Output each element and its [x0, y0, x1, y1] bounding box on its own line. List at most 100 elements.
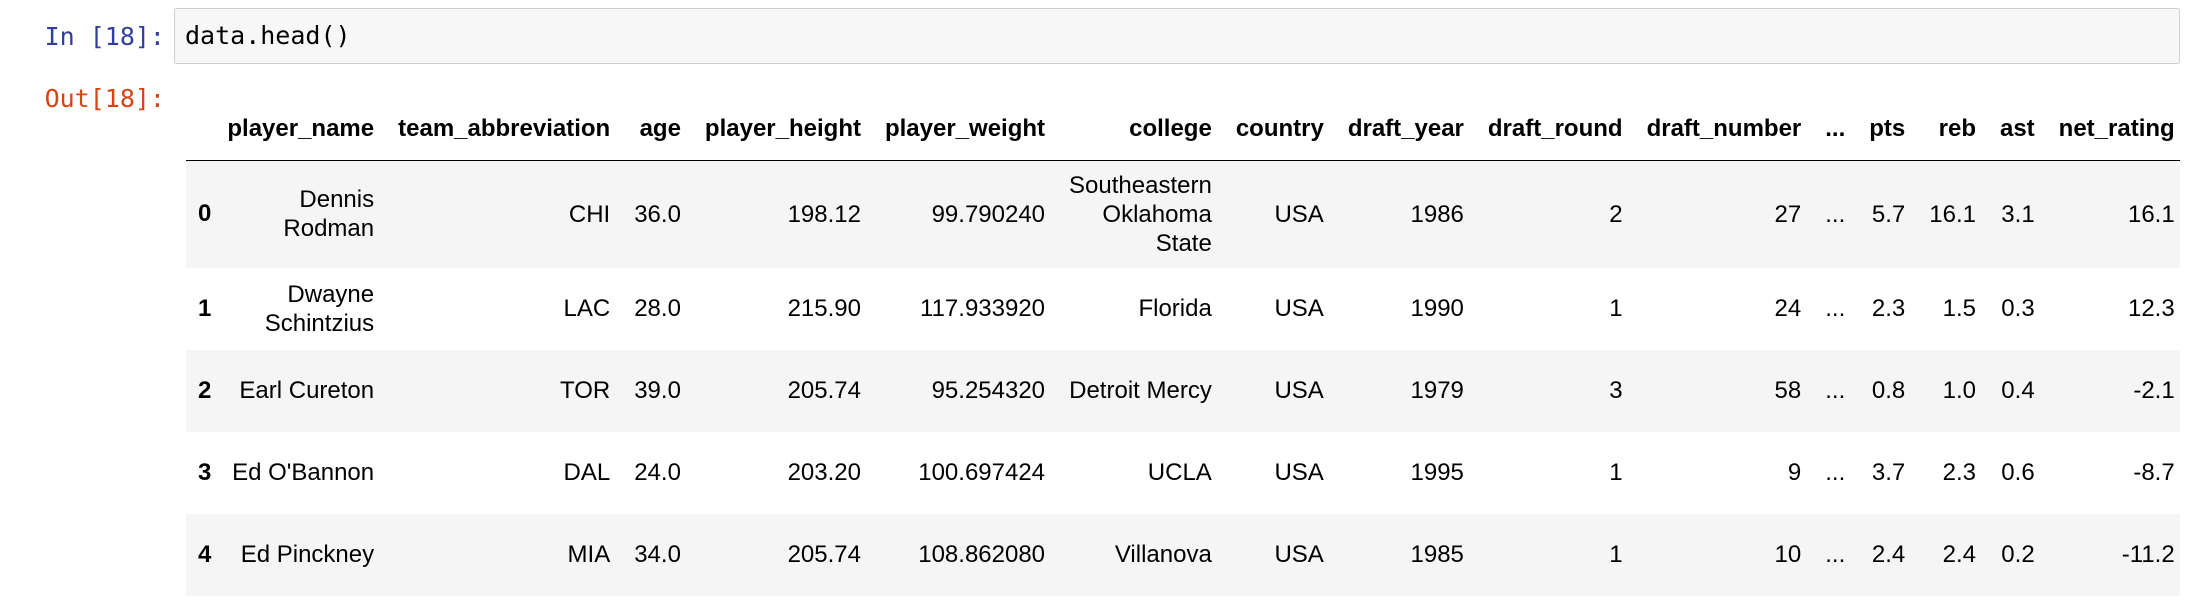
- column-header-draft-year: draft_year: [1335, 98, 1476, 161]
- cell-player-name: Earl Cureton: [239, 377, 375, 404]
- cell-draft-year: 1995: [1410, 459, 1464, 486]
- row-index: 1: [198, 294, 212, 322]
- cell-pts: 3.7: [1871, 459, 1906, 486]
- cell-draft-round: 1: [1609, 459, 1623, 486]
- cell-ast: 0.6: [2001, 459, 2035, 486]
- cell-team-abbreviation: LAC: [563, 295, 611, 322]
- cell-ast: 0.4: [2001, 377, 2035, 404]
- code-text[interactable]: data.head(): [185, 21, 351, 50]
- column-header-college: college: [1057, 98, 1224, 161]
- cell-player-weight: 108.862080: [918, 541, 1046, 568]
- cell-net-rating: 12.3: [2127, 295, 2175, 322]
- cell-team-abbreviation: TOR: [559, 377, 611, 404]
- cell-reb: 16.1: [1929, 200, 1976, 228]
- cell-ast: 0.3: [2001, 295, 2035, 322]
- cell-player-name: Ed Pinckney: [240, 541, 375, 568]
- cell-reb: 2.3: [1942, 459, 1976, 486]
- cell-country: USA: [1274, 295, 1324, 322]
- cell-ellipsis: ...: [1825, 377, 1846, 404]
- cell-ast: 0.2: [2001, 541, 2035, 568]
- cell-player-height: 215.90: [787, 295, 861, 322]
- cell-ellipsis: ...: [1825, 541, 1846, 568]
- cell-draft-year: 1985: [1410, 541, 1464, 568]
- output-area: player_name team_abbreviation age player…: [186, 98, 2180, 602]
- cell-age: 24.0: [634, 459, 681, 486]
- cell-draft-number: 10: [1774, 541, 1802, 568]
- cell-draft-year: 1986: [1410, 200, 1464, 228]
- cell-reb: 1.5: [1942, 295, 1976, 322]
- column-header-country: country: [1223, 98, 1336, 161]
- cell-draft-round: 3: [1609, 377, 1623, 404]
- table-row: 3 Ed O'Bannon DAL 24.0 203.20 100.697424…: [186, 432, 2180, 514]
- cell-net-rating: -2.1: [2133, 377, 2175, 404]
- cell-player-weight: 99.790240: [931, 200, 1046, 228]
- cell-net-rating: -8.7: [2133, 459, 2175, 486]
- dataframe-table: player_name team_abbreviation age player…: [186, 98, 2180, 596]
- cell-draft-round: 2: [1609, 200, 1623, 228]
- cell-draft-year: 1990: [1410, 295, 1464, 322]
- column-header-reb: reb: [1917, 98, 1988, 161]
- cell-college: Southeastern Oklahoma State: [1069, 171, 1212, 257]
- cell-player-weight: 95.254320: [931, 377, 1046, 404]
- cell-player-height: 203.20: [787, 459, 861, 486]
- cell-reb: 2.4: [1942, 541, 1976, 568]
- cell-country: USA: [1274, 459, 1324, 486]
- cell-ellipsis: ...: [1825, 200, 1846, 228]
- row-index: 4: [198, 540, 212, 568]
- cell-pts: 2.3: [1871, 295, 1906, 322]
- cell-ellipsis: ...: [1825, 459, 1846, 486]
- cell-country: USA: [1274, 541, 1324, 568]
- cell-age: 28.0: [634, 295, 681, 322]
- cell-country: USA: [1274, 377, 1324, 404]
- table-row: 1 Dwayne Schintzius LAC 28.0 215.90 117.…: [186, 268, 2180, 350]
- cell-player-height: 205.74: [787, 377, 861, 404]
- cell-net-rating: 16.1: [2127, 200, 2175, 228]
- column-header-index: [186, 98, 216, 161]
- column-header-draft-round: draft_round: [1475, 98, 1635, 161]
- column-header-age: age: [622, 98, 693, 161]
- cell-college: Florida: [1138, 295, 1212, 322]
- table-row: 2 Earl Cureton TOR 39.0 205.74 95.254320…: [186, 349, 2180, 432]
- column-header-net-rating: net_rating: [2046, 98, 2180, 161]
- cell-reb: 1.0: [1942, 377, 1976, 404]
- cell-player-name: Dwayne Schintzius: [264, 280, 375, 337]
- table-row: 4 Ed Pinckney MIA 34.0 205.74 108.862080…: [186, 513, 2180, 596]
- column-header-pts: pts: [1857, 98, 1918, 161]
- cell-age: 34.0: [634, 541, 681, 568]
- cell-age: 36.0: [634, 200, 681, 228]
- cell-ast: 3.1: [2001, 200, 2035, 228]
- cell-draft-number: 58: [1774, 377, 1802, 404]
- column-header-player-weight: player_weight: [872, 98, 1058, 161]
- column-header-player-height: player_height: [692, 98, 873, 161]
- cell-draft-round: 1: [1609, 295, 1623, 322]
- cell-team-abbreviation: MIA: [567, 541, 611, 568]
- column-header-ellipsis: ...: [1813, 98, 1858, 161]
- cell-player-name: Dennis Rodman: [283, 186, 375, 243]
- output-prompt: Out[18]:: [44, 84, 165, 113]
- code-input-area[interactable]: data.head(): [174, 8, 2180, 64]
- row-index: 3: [198, 458, 212, 486]
- cell-player-weight: 100.697424: [918, 459, 1046, 486]
- cell-country: USA: [1274, 200, 1324, 228]
- cell-draft-number: 27: [1774, 200, 1802, 228]
- cell-player-weight: 117.933920: [920, 295, 1046, 322]
- header-row: player_name team_abbreviation age player…: [186, 98, 2180, 161]
- cell-college: UCLA: [1147, 459, 1212, 486]
- cell-player-name: Ed O'Bannon: [232, 459, 375, 486]
- column-header-draft-number: draft_number: [1634, 98, 1814, 161]
- cell-draft-round: 1: [1609, 541, 1623, 568]
- cell-team-abbreviation: CHI: [568, 200, 611, 228]
- cell-draft-number: 24: [1774, 295, 1802, 322]
- cell-pts: 2.4: [1871, 541, 1906, 568]
- column-header-ast: ast: [1987, 98, 2047, 161]
- cell-college: Villanova: [1114, 541, 1212, 568]
- cell-net-rating: -11.2: [2121, 541, 2175, 568]
- cell-ellipsis: ...: [1825, 295, 1846, 322]
- cell-pts: 5.7: [1871, 200, 1906, 228]
- cell-draft-year: 1979: [1410, 377, 1464, 404]
- input-prompt: In [18]:: [44, 22, 165, 51]
- row-index: 0: [198, 200, 212, 228]
- cell-draft-number: 9: [1787, 459, 1802, 486]
- cell-college: Detroit Mercy: [1069, 377, 1212, 404]
